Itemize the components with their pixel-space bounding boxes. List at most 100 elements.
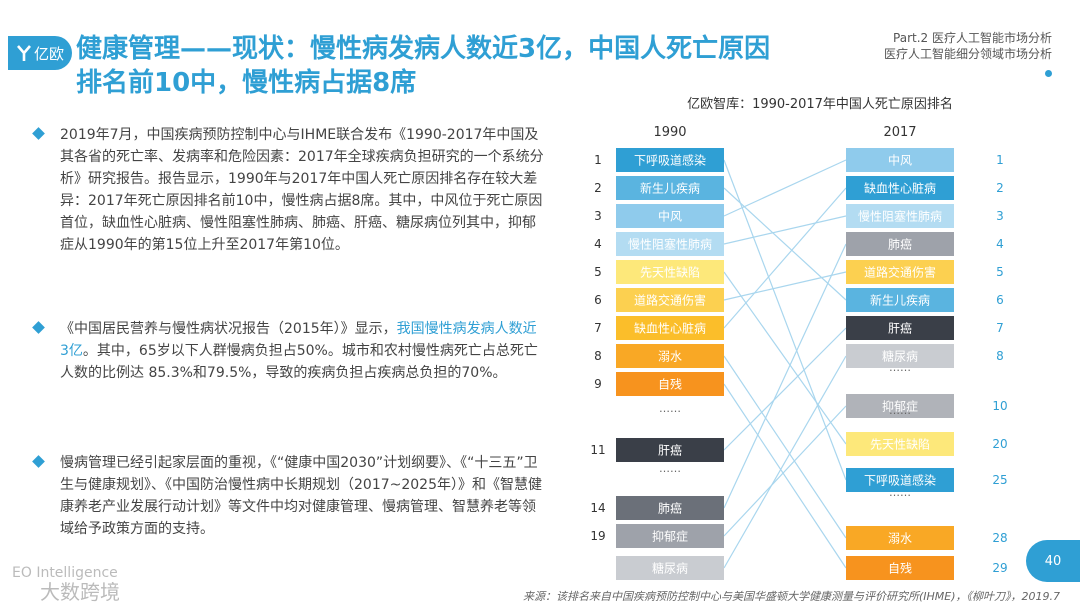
- left-rank-label: 1: [594, 153, 602, 167]
- right-cause-label: 溺水: [888, 532, 912, 546]
- source-note: 来源：该排名来自中国疾病预防控制中心与美国华盛顿大学健康测量与评价研究所(IHM…: [522, 590, 1060, 603]
- right-cause-box: [846, 148, 954, 172]
- right-cause-label: 新生儿疾病: [870, 293, 930, 308]
- ranking-link: [723, 271, 847, 301]
- left-rank-label: 11: [590, 443, 605, 457]
- right-cause-label: 自残: [888, 562, 912, 576]
- section-label: Part.2 医疗人工智能市场分析 医疗人工智能细分领域市场分析: [812, 30, 1052, 62]
- right-cause-box: [846, 556, 954, 580]
- ranking-link: [723, 159, 847, 217]
- right-cause-box: [846, 316, 954, 340]
- left-cause-label: 糖尿病: [652, 561, 688, 576]
- bullet-2-pre: 《中国居民营养与慢性病状况报告（2015年）》显示，: [60, 321, 397, 337]
- right-rank-label: 29: [992, 561, 1007, 575]
- left-cause-label: 下呼吸道感染: [634, 153, 706, 168]
- page-title: 健康管理——现状：慢性病发病人数近3亿，中国人死亡原因 排名前10中，慢性病占据…: [76, 32, 836, 100]
- left-cause-box: [616, 176, 724, 200]
- left-rank-label: 4: [594, 237, 602, 251]
- left-cause-box: [616, 372, 724, 396]
- left-cause-label: 肺癌: [658, 501, 682, 516]
- ranking-link: [723, 383, 847, 569]
- right-rank-label: 1: [996, 153, 1004, 167]
- right-rank-label: 3: [996, 209, 1004, 223]
- left-rank-label: 5: [594, 265, 602, 279]
- right-cause-label: 道路交通伤害: [864, 265, 936, 280]
- right-cause-box: [846, 344, 954, 368]
- right-rank-label: 6: [996, 293, 1004, 307]
- right-cause-label: 肝癌: [888, 321, 912, 336]
- right-ellipsis: ……: [889, 361, 911, 374]
- left-cause-box: [616, 204, 724, 228]
- left-rank-label: 3: [594, 209, 602, 223]
- logo-text: 亿欧: [33, 44, 64, 63]
- watermark-cn: 大数跨境: [40, 580, 120, 604]
- right-rank-label: 7: [996, 321, 1004, 335]
- right-cause-box: [846, 526, 954, 550]
- left-cause-label: 溺水: [658, 350, 682, 364]
- right-cause-label: 糖尿病: [882, 349, 918, 364]
- left-rank-label: 19: [590, 529, 605, 543]
- left-cause-box: [616, 148, 724, 172]
- right-rank-label: 4: [996, 237, 1004, 251]
- left-rank-label: 6: [594, 293, 602, 307]
- right-cause-box: [846, 468, 954, 492]
- ranking-link: [723, 355, 847, 539]
- ranking-link: [723, 243, 847, 509]
- diamond-bullet-icon: [32, 321, 45, 334]
- left-ellipsis: ……: [659, 462, 681, 475]
- left-rank-label: 14: [590, 501, 605, 515]
- ranking-link: [723, 215, 847, 245]
- logo-y-icon: [16, 45, 31, 61]
- left-cause-label: 慢性阻塞性肺病: [628, 237, 712, 252]
- right-rank-label: 10: [992, 399, 1007, 413]
- right-rank-label: 20: [992, 437, 1007, 451]
- left-ellipsis: ……: [659, 402, 681, 415]
- bullet-2-post: 。其中，65岁以下人群慢病负担占50%。城市和农村慢性病死亡占总死亡人数的比例达…: [60, 343, 538, 381]
- ranking-link: [723, 327, 847, 451]
- left-cause-label: 先天性缺陷: [640, 265, 700, 280]
- left-cause-box: [616, 496, 724, 520]
- chart-title: 亿欧智库：1990-2017年中国人死亡原因排名: [687, 96, 953, 112]
- left-rank-label: 7: [594, 321, 602, 335]
- page-title-line1: 健康管理——现状：慢性病发病人数近3亿，中国人死亡原因: [76, 34, 771, 64]
- right-cause-label: 下呼吸道感染: [864, 473, 936, 488]
- right-cause-label: 中风: [888, 153, 912, 168]
- right-cause-label: 先天性缺陷: [870, 437, 930, 452]
- left-rank-label: 9: [594, 377, 602, 391]
- left-cause-label: 抑郁症: [652, 529, 688, 544]
- bullet-3-text: 慢病管理已经引起家层面的重视，《“健康中国2030”计划纲要》、《“十三五”卫生…: [60, 455, 542, 537]
- ranking-link: [723, 405, 847, 537]
- section-label-line2: 医疗人工智能细分领域市场分析: [883, 47, 1052, 61]
- left-cause-label: 肝癌: [658, 443, 682, 458]
- right-cause-label: 缺血性心脏病: [864, 181, 936, 196]
- watermark-en: EO Intelligence: [12, 565, 118, 581]
- right-rank-label: 2: [996, 181, 1004, 195]
- left-cause-box: [616, 260, 724, 284]
- right-cause-box: [846, 288, 954, 312]
- left-cause-label: 道路交通伤害: [634, 293, 706, 308]
- ranking-link: [723, 271, 847, 445]
- ranking-link: [723, 159, 847, 481]
- bullet-2: 《中国居民营养与慢性病状况报告（2015年）》显示，我国慢性病发病人数近3亿。其…: [32, 318, 544, 384]
- left-cause-box: [616, 556, 724, 580]
- diamond-bullet-icon: [32, 127, 45, 140]
- left-cause-label: 中风: [658, 209, 682, 224]
- right-cause-box: [846, 204, 954, 228]
- left-cause-box: [616, 288, 724, 312]
- right-ellipsis: ……: [889, 486, 911, 499]
- right-cause-label: 慢性阻塞性肺病: [858, 209, 942, 224]
- logo: 亿欧: [8, 36, 72, 70]
- ranking-link: [723, 355, 847, 569]
- left-rank-label: 8: [594, 349, 602, 363]
- bullet-3: 慢病管理已经引起家层面的重视，《“健康中国2030”计划纲要》、《“十三五”卫生…: [32, 452, 544, 540]
- page-number: 40: [1026, 540, 1080, 582]
- left-rank-label: 2: [594, 181, 602, 195]
- left-year-header: 1990: [653, 125, 686, 140]
- right-cause-box: [846, 232, 954, 256]
- right-rank-label: 25: [992, 473, 1007, 487]
- left-cause-box: [616, 524, 724, 548]
- right-cause-label: 抑郁症: [882, 399, 918, 414]
- left-cause-box: [616, 316, 724, 340]
- right-rank-label: 5: [996, 265, 1004, 279]
